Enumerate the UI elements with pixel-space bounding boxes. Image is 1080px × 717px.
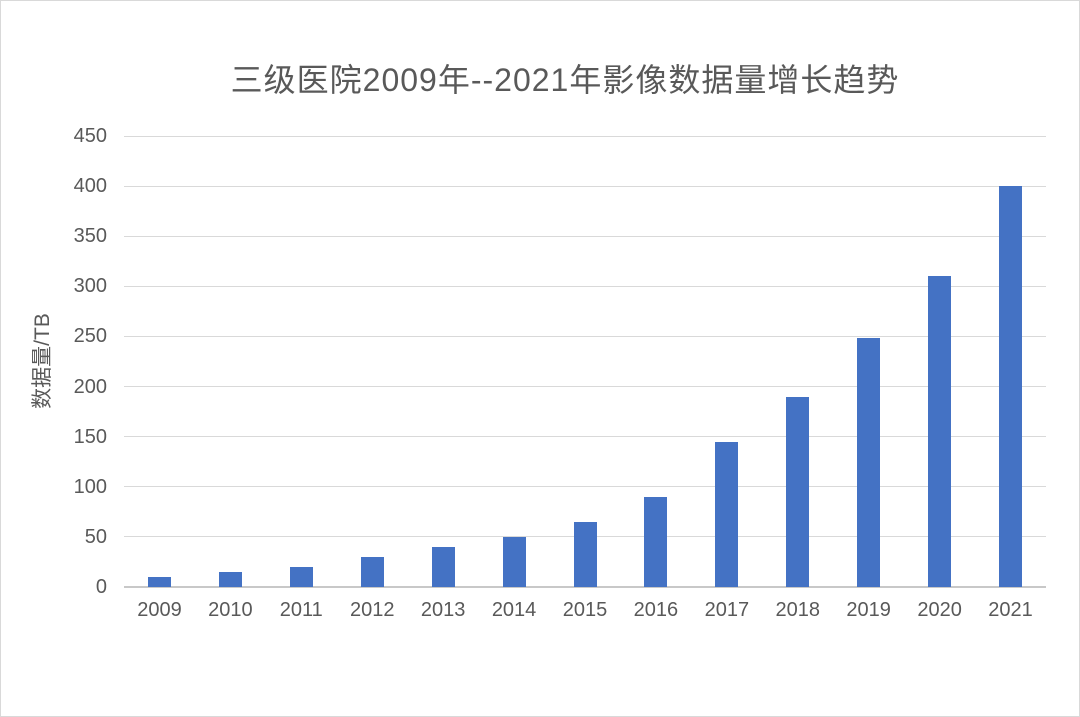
x-tick-label-2020: 2020 (917, 599, 962, 621)
y-tick-label-100: 100 (73, 475, 107, 498)
bar-2010 (218, 571, 242, 587)
x-tick-label-2009: 2009 (137, 599, 182, 621)
x-tick-label-2015: 2015 (562, 599, 608, 621)
y-tick-label-450: 450 (73, 125, 107, 147)
x-tick-label-2011: 2011 (279, 599, 323, 621)
chart-title: 三级医院2009年--2021年影像数据量增长趋势 (230, 62, 900, 98)
bar-2020 (928, 276, 952, 587)
bar-2009 (147, 576, 171, 587)
bar-2015 (573, 521, 597, 587)
gridline-450 (124, 135, 1046, 137)
bar-2019 (857, 338, 881, 587)
x-axis-line (124, 586, 1046, 588)
bar-2014 (502, 536, 526, 587)
x-tick-label-2016: 2016 (633, 599, 679, 621)
y-tick-label-200: 200 (73, 375, 107, 398)
y-tick-label-250: 250 (73, 325, 107, 348)
bar-2017 (715, 441, 739, 587)
bar-2011 (289, 566, 313, 587)
gridline-150 (124, 436, 1046, 438)
gridline-350 (124, 235, 1046, 237)
x-tick-label-2012: 2012 (349, 599, 395, 621)
x-tick-label-2017: 2017 (704, 599, 750, 621)
bar-2021 (999, 186, 1023, 587)
y-tick-label-50: 50 (84, 525, 107, 548)
bar-2016 (644, 496, 668, 587)
gridline-100 (124, 486, 1046, 488)
x-tick-label-2018: 2018 (775, 599, 821, 621)
y-tick-label-400: 400 (73, 175, 107, 198)
x-tick-label-2010: 2010 (208, 599, 253, 621)
y-tick-label-150: 150 (73, 425, 107, 448)
y-tick-label-0: 0 (95, 576, 107, 598)
x-tick-label-2013: 2013 (420, 599, 466, 621)
plot-area (124, 135, 1046, 588)
bar-2012 (360, 556, 384, 587)
x-tick-label-2019: 2019 (846, 599, 891, 621)
y-tick-label-350: 350 (73, 225, 107, 248)
y-tick-label-300: 300 (73, 275, 107, 298)
gridline-200 (124, 386, 1046, 388)
gridline-300 (124, 285, 1046, 287)
x-tick-label-2014: 2014 (491, 599, 537, 621)
gridline-400 (124, 185, 1046, 187)
bar-2018 (786, 396, 810, 587)
bar-2013 (431, 546, 455, 587)
gridline-250 (124, 335, 1046, 337)
x-tick-label-2021: 2021 (988, 599, 1033, 621)
